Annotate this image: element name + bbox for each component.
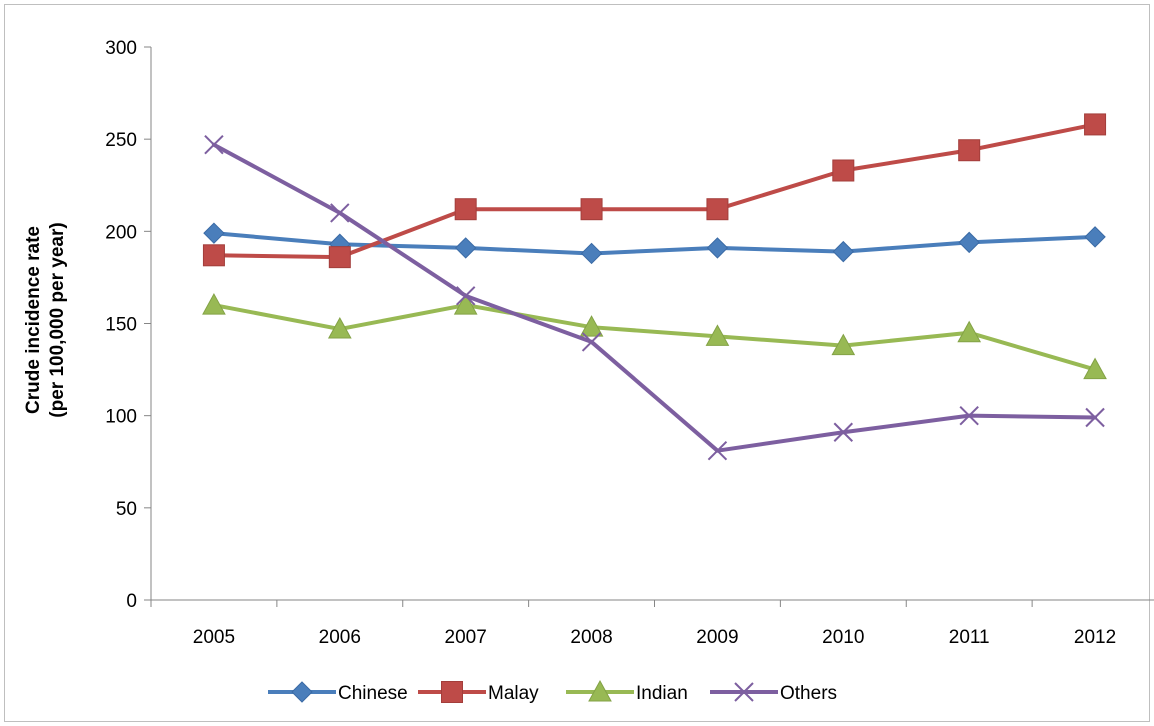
data-point-chinese (203, 222, 225, 244)
data-point-indian (327, 316, 352, 339)
series-indian (202, 293, 1107, 380)
data-point-others (833, 422, 854, 442)
data-point-malay (706, 198, 729, 221)
data-point-chinese (580, 242, 603, 265)
series-layer (202, 113, 1107, 461)
data-point-malay (1084, 113, 1107, 136)
y-tick-label: 0 (126, 591, 137, 612)
data-point-malay (202, 244, 225, 267)
y-tick-label: 50 (116, 499, 137, 520)
y-tick-label: 100 (105, 407, 137, 428)
x-tick-label: 2007 (445, 627, 487, 648)
legend-label-malay: Malay (488, 683, 539, 704)
legend-item-chinese: Chinese (268, 681, 408, 704)
data-point-chinese (832, 240, 855, 263)
marker-stroke (204, 134, 224, 155)
series-line-chinese (211, 231, 1098, 256)
y-tick-label: 150 (105, 315, 137, 336)
data-point-others (204, 134, 224, 155)
series-line-others (211, 142, 1098, 453)
data-point-indian (705, 324, 730, 346)
marker-stroke (959, 405, 979, 426)
marker-stroke (581, 332, 602, 352)
data-point-chinese (1084, 226, 1106, 248)
data-point-malay (832, 159, 855, 182)
x-tick-label: 2012 (1074, 627, 1116, 648)
marker-stroke (455, 286, 476, 306)
series-malay (202, 113, 1107, 269)
y-tick-label: 200 (105, 222, 137, 243)
y-tick-label: 250 (105, 130, 137, 151)
y-axis-title-line-2: (per 100,000 per year) (47, 222, 68, 417)
series-line-malay (211, 122, 1098, 260)
series-others (204, 134, 1105, 461)
legend-marker-malay (441, 681, 463, 703)
legend-item-malay: Malay (418, 681, 539, 704)
marker-stroke (1085, 407, 1105, 428)
axes: 0 50 100 150 200 250 300 2005 2006 2007 2008 2009 20… (105, 38, 1154, 648)
data-point-others (959, 405, 979, 426)
marker-stroke (707, 440, 728, 461)
legend-item-others: Others (710, 682, 837, 704)
legend-marker-others (734, 682, 754, 702)
x-tick-label: 2010 (822, 627, 864, 648)
x-tick-label: 2005 (193, 627, 235, 648)
legend-label-others: Others (780, 683, 837, 704)
marker-stroke (330, 203, 350, 223)
data-point-malay (580, 198, 603, 221)
data-point-others (581, 332, 602, 352)
data-point-malay (328, 246, 351, 269)
data-point-malay (454, 198, 477, 221)
y-axis-title: Crude incidence rate (per 100,000 per ye… (23, 222, 68, 417)
x-tick-label: 2009 (696, 627, 738, 648)
legend: Chinese Malay Indian Others (268, 679, 837, 704)
legend-label-chinese: Chinese (338, 683, 408, 704)
marker-stroke (833, 422, 854, 442)
y-axis-title-line-1: Crude incidence rate (23, 226, 44, 414)
legend-label-indian: Indian (636, 683, 688, 704)
data-point-chinese (454, 237, 477, 259)
data-point-others (330, 203, 350, 223)
series-line-indian (211, 303, 1098, 372)
marker-stroke (734, 682, 754, 702)
data-point-indian (957, 320, 982, 343)
chart-frame (4, 4, 1150, 722)
legend-item-indian: Indian (566, 679, 688, 704)
data-point-indian (831, 333, 856, 356)
legend-marker-indian (588, 679, 612, 702)
data-point-indian (1083, 357, 1107, 380)
data-point-malay (958, 139, 981, 162)
data-point-indian (202, 293, 226, 315)
data-point-chinese (706, 237, 729, 259)
legend-marker-chinese (291, 681, 313, 703)
x-tick-label: 2008 (570, 627, 612, 648)
y-tick-label: 300 (105, 38, 137, 59)
data-point-chinese (958, 231, 980, 254)
data-point-others (455, 286, 476, 306)
x-tick-label: 2011 (949, 627, 990, 648)
data-point-others (1085, 407, 1105, 428)
data-point-others (707, 440, 728, 461)
data-point-indian (579, 315, 604, 337)
data-point-indian (453, 293, 478, 315)
x-tick-label: 2006 (319, 627, 361, 648)
